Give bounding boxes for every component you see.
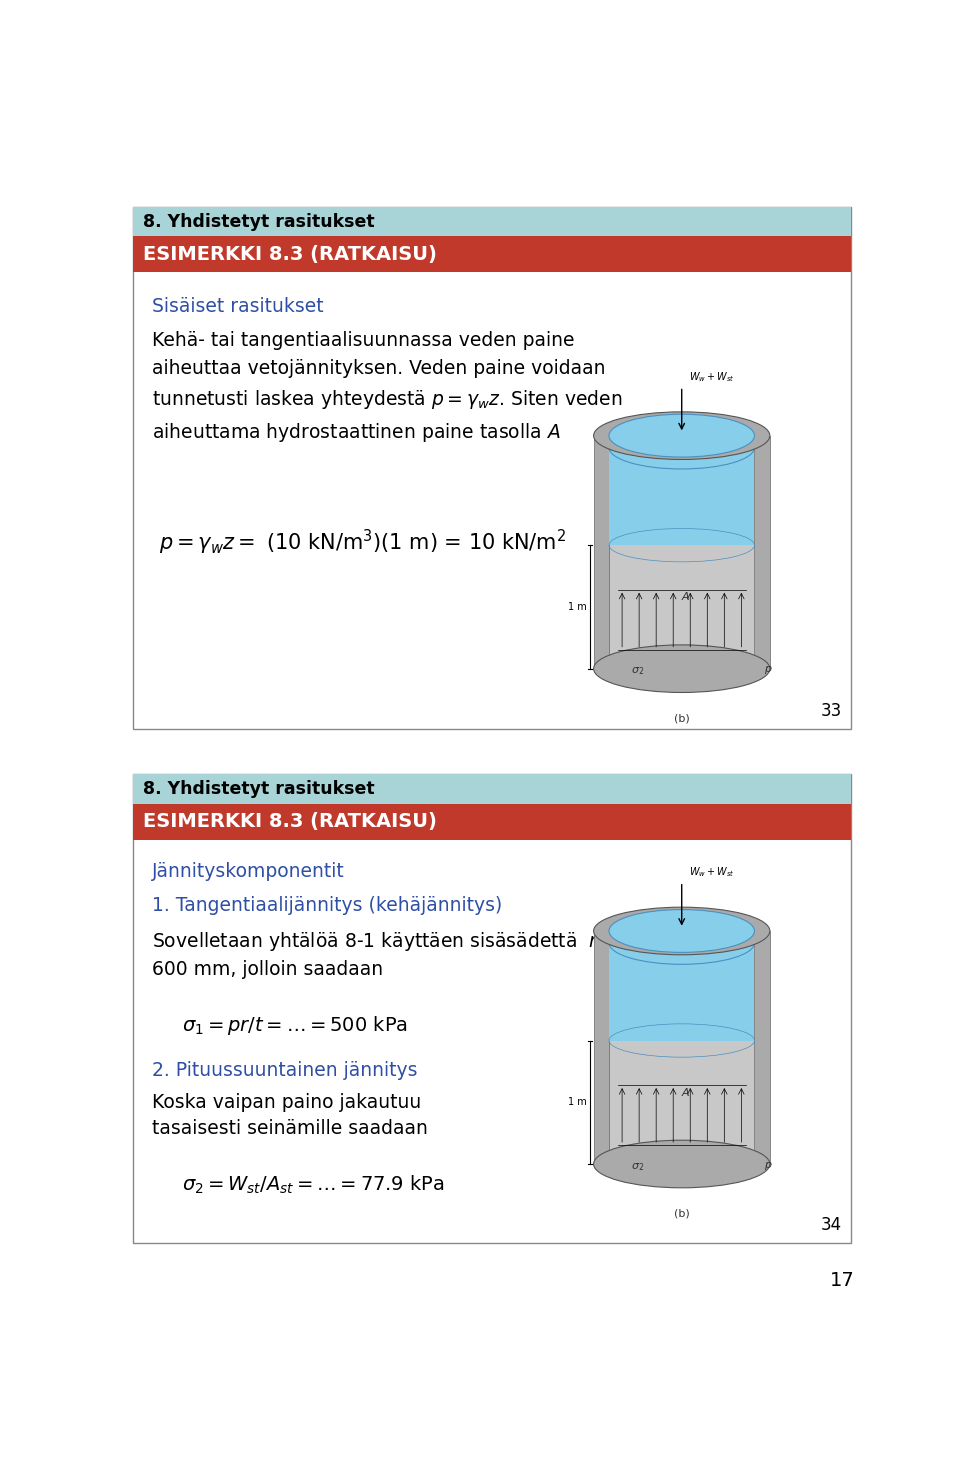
Text: 1. Tangentiaalijännitys (kehäjännitys): 1. Tangentiaalijännitys (kehäjännitys) [152,896,502,915]
Text: $\sigma_2 = W_{st}/A_{st} = \ldots = 77.9$ kPa: $\sigma_2 = W_{st}/A_{st} = \ldots = 77.… [181,1174,444,1196]
Ellipse shape [609,425,755,469]
Bar [133,208,851,237]
Text: $\sigma_1 = pr/t = \ldots = 500$ kPa: $\sigma_1 = pr/t = \ldots = 500$ kPa [181,1015,408,1037]
Text: Sovelletaan yhtälöä 8-1 käyttäen sisäsädettä  $r$ =
600 mm, jolloin saadaan: Sovelletaan yhtälöä 8-1 käyttäen sisäsäd… [152,930,618,980]
Text: $p = \gamma_w z = $ (10 kN/m$^3$)(1 m) = 10 kN/m$^2$: $p = \gamma_w z = $ (10 kN/m$^3$)(1 m) =… [159,528,566,557]
Ellipse shape [609,414,755,458]
Text: $\sigma_2$: $\sigma_2$ [632,1161,645,1173]
Text: 1 m: 1 m [568,1098,587,1107]
Text: Kehä- tai tangentiaalisuunnassa veden paine
aiheuttaa vetojännityksen. Veden pai: Kehä- tai tangentiaalisuunnassa veden pa… [152,330,623,444]
Text: $A$: $A$ [682,1086,690,1098]
Bar [133,775,851,804]
Bar [133,208,851,730]
Text: 8. Yhdistetyt rasitukset: 8. Yhdistetyt rasitukset [143,212,374,231]
Ellipse shape [593,645,770,693]
Text: Koska vaipan paino jakautuu
tasaisesti seinämille saadaan: Koska vaipan paino jakautuu tasaisesti s… [152,1094,428,1139]
Text: 34: 34 [821,1215,842,1234]
Text: 17: 17 [830,1270,855,1289]
Text: Sisäiset rasitukset: Sisäiset rasitukset [152,297,324,316]
Text: 1 m: 1 m [568,602,587,613]
Bar [609,436,755,668]
Polygon shape [755,931,770,1164]
Ellipse shape [609,921,755,965]
Bar [133,775,851,1243]
Bar [133,804,851,839]
Polygon shape [755,436,770,668]
Bar [609,447,755,545]
Text: $W_w + W_{st}$: $W_w + W_{st}$ [688,866,734,879]
Text: $p$: $p$ [764,664,773,677]
Bar [133,237,851,272]
Ellipse shape [609,909,755,952]
Text: 8. Yhdistetyt rasitukset: 8. Yhdistetyt rasitukset [143,779,374,798]
Text: $p$: $p$ [764,1159,773,1171]
Text: (b): (b) [674,1209,689,1218]
Text: (b): (b) [674,713,689,724]
Ellipse shape [593,412,770,459]
Ellipse shape [593,1140,770,1187]
Text: Jännityskomponentit: Jännityskomponentit [152,863,345,882]
Text: $\sigma_2$: $\sigma_2$ [632,665,645,677]
Bar [609,943,755,1041]
Polygon shape [593,436,609,668]
Text: $W_w + W_{st}$: $W_w + W_{st}$ [688,370,734,385]
Text: ESIMERKKI 8.3 (RATKAISU): ESIMERKKI 8.3 (RATKAISU) [143,811,437,830]
Ellipse shape [593,908,770,955]
Polygon shape [593,931,609,1164]
Text: $A$: $A$ [682,591,690,602]
Bar [609,931,755,1164]
Text: 33: 33 [821,702,842,721]
Text: ESIMERKKI 8.3 (RATKAISU): ESIMERKKI 8.3 (RATKAISU) [143,244,437,263]
Text: 2. Pituussuuntainen jännitys: 2. Pituussuuntainen jännitys [152,1061,418,1080]
